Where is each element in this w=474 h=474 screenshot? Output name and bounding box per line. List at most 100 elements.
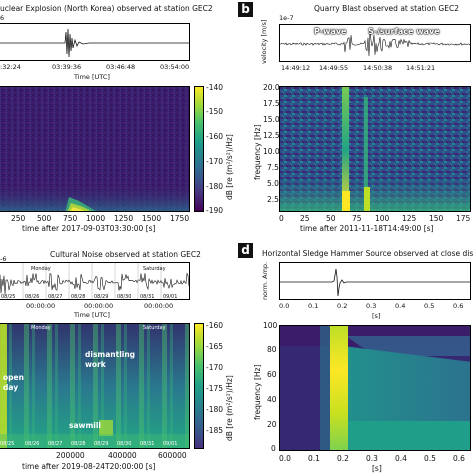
panel-c-trace-tick: 00:00:00 — [26, 302, 56, 310]
panel-c-cbar-tick: -160 — [206, 321, 224, 330]
panel-d-trace-xtick: 0.1 — [308, 302, 319, 310]
panel-b-spec-ytick: 7.5 — [267, 163, 279, 172]
panel-d-trace-xtick: 0.3 — [366, 302, 377, 310]
panel-d-spec-xtick: 0.3 — [366, 454, 378, 463]
panel-a-title: uclear Explosion (North Korea) observed … — [0, 4, 213, 13]
panel-a-cbar-tick: -170 — [206, 157, 224, 166]
panel-b-spec-ytick: 17.5 — [263, 99, 280, 108]
panel-a-colorbar — [194, 86, 204, 212]
panel-b-title: Quarry Blast observed at station GEC2 — [314, 4, 459, 13]
panel-c-cbar-tick: -175 — [206, 384, 224, 393]
panel-c-spec-date: 08/27 — [48, 441, 63, 447]
panel-b-trace-tick: 14:50:38 — [363, 64, 393, 72]
panel-d-trace-xtick: 0.2 — [337, 302, 348, 310]
panel-b-badge: b — [238, 2, 253, 17]
panel-c-exponent: -6 — [0, 255, 7, 263]
panel-a-trace — [0, 23, 190, 61]
panel-c-cbar-tick: -165 — [206, 342, 224, 351]
panel-d-trace-xtick: 0.0 — [279, 302, 290, 310]
panel-a-spectrogram — [0, 86, 190, 212]
panel-c-spec-date: 08/31 — [140, 441, 155, 447]
panel-a-spectrogram-image — [0, 87, 189, 211]
panel-c-cbar-tick: -185 — [206, 426, 224, 435]
panel-c-annotation-open: open — [3, 373, 24, 382]
panel-d-title: Horizontal Sledge Hammer Source observed… — [262, 249, 474, 258]
panel-b-spec-xtick: 125 — [402, 214, 417, 223]
panel-d-trace — [279, 262, 471, 300]
panel-d-spec-ylabel: frequency [Hz] — [253, 364, 262, 420]
panel-c-date: 09/01 — [163, 294, 178, 300]
panel-c-day-label: Monday — [31, 266, 51, 272]
panel-b-spec-xtick: 175 — [456, 214, 471, 223]
panel-d-spec-ytick: 80 — [267, 345, 277, 354]
panel-c-spectrogram: Monday Saturday dismantling work open da… — [0, 323, 190, 449]
panel-d-trace-xtick: 0.6 — [453, 302, 464, 310]
panel-b-waveform — [280, 31, 470, 57]
panel-a-cbar-tick: -190 — [206, 206, 224, 215]
panel-c-annotation-work: work — [85, 360, 106, 369]
panel-c-trace-xlabel: Time [UTC] — [74, 311, 110, 319]
panel-c-annotation-dismantling: dismantling — [85, 350, 136, 359]
panel-c-date: 08/30 — [117, 294, 132, 300]
panel-c-annotation-day: day — [3, 383, 19, 392]
panel-c-date: 08/28 — [71, 294, 86, 300]
panel-c-spec-date: 08/25 — [0, 441, 15, 447]
panel-a-trace-tick: :32:24 — [0, 63, 21, 71]
panel-a-trace-tick: 03:46:48 — [106, 63, 136, 71]
panel-a-spec-xtick: 750 — [63, 214, 78, 223]
panel-c-cbar-tick: -170 — [206, 363, 224, 372]
panel-d-spec-xtick: 0.1 — [308, 454, 320, 463]
panel-d-trace-xtick: 0.5 — [424, 302, 435, 310]
panel-b-trace-tick: 14:51:21 — [406, 64, 436, 72]
panel-a-spec-xtick: 1750 — [170, 214, 190, 223]
panel-c-trace-tick: 00:00:00 — [144, 302, 174, 310]
panel-c-spec-xlabel: time after 2019-08-24T20:00:00 [s] — [22, 462, 156, 471]
panel-c-spec-xtick: 600000 — [158, 451, 187, 460]
panel-b-spectrogram-image — [280, 87, 470, 211]
panel-c-spectrogram-image — [0, 324, 189, 448]
panel-c-date: 08/31 — [140, 294, 155, 300]
panel-c-spec-date: 08/29 — [94, 441, 109, 447]
panel-a-cbar-label: dB [re (m²/s²)/Hz] — [225, 134, 234, 200]
panel-d-spec-xtick: 0.5 — [424, 454, 436, 463]
panel-b-spec-ytick: 15.0 — [263, 115, 280, 124]
panel-c-spec-date: 08/28 — [71, 441, 86, 447]
panel-b-trace: P-wave S-/surface wave — [279, 24, 471, 62]
panel-d-spec-ytick: 0 — [271, 444, 276, 453]
panel-d-spec-ytick: 20 — [267, 420, 277, 429]
panel-c-day-label: Saturday — [143, 266, 166, 272]
panel-b-spec-ytick: 10.0 — [263, 147, 280, 156]
panel-c-cbar-label: dB [re (m²/s²)/Hz] — [225, 375, 234, 441]
panel-c-cbar-tick: -180 — [206, 405, 224, 414]
panel-b-trace-tick: 14:49:55 — [319, 64, 349, 72]
panel-a-cbar-tick: -140 — [206, 83, 224, 92]
panel-b-spec-xtick: 75 — [352, 214, 362, 223]
panel-b-spec-xlabel: time after 2011-11-18T14:49:00 [s] — [300, 224, 434, 233]
panel-a-spec-xtick: 1250 — [114, 214, 134, 223]
panel-c-waveform — [0, 263, 189, 299]
panel-b-spec-ylabel: frequency [Hz] — [253, 124, 262, 180]
panel-b-spec-ytick: 5.0 — [267, 179, 279, 188]
panel-d-trace-xtick: 0.4 — [395, 302, 406, 310]
panel-c-spec-day-label: Saturday — [143, 325, 166, 331]
panel-a-spec-xtick: 1000 — [86, 214, 106, 223]
panel-b-exponent: 1e-7 — [279, 14, 294, 22]
panel-a-trace-tick: 03:39:36 — [52, 63, 82, 71]
panel-b-spec-ytick: 20.0 — [263, 83, 280, 92]
panel-d-spec-xtick: 0.0 — [279, 454, 291, 463]
panel-a-cbar-tick: -180 — [206, 182, 224, 191]
panel-b-s-wave-label: S-/surface wave — [368, 27, 440, 36]
panel-c-date: 08/29 — [94, 294, 109, 300]
panel-b-p-wave-label: P-wave — [314, 27, 347, 36]
panel-a-cbar-tick: -160 — [206, 132, 224, 141]
panel-c-spec-xtick: 200000 — [56, 451, 85, 460]
panel-c-spec-date: 08/30 — [117, 441, 132, 447]
panel-d-badge: d — [238, 243, 253, 258]
panel-b-spec-xtick: 150 — [429, 214, 444, 223]
panel-d-spectrogram-image — [280, 326, 470, 450]
panel-d-spec-ytick: 100 — [263, 321, 278, 330]
panel-c-spec-day-label: Monday — [31, 325, 51, 331]
panel-d-trace-xlabel: [s] — [372, 312, 381, 320]
panel-d-spec-xlabel: [s] — [372, 464, 382, 473]
panel-b-spec-xtick: 25 — [300, 214, 310, 223]
